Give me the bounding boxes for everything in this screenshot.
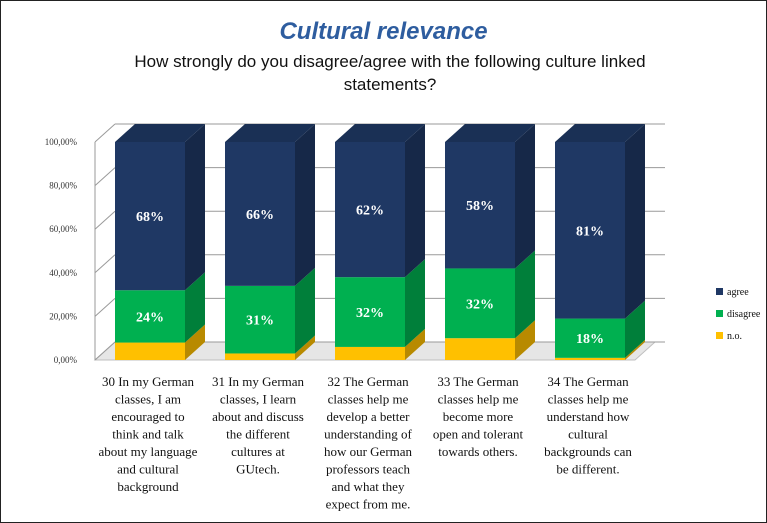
- bar-side: [185, 324, 205, 360]
- gridline-depth: [94, 298, 116, 317]
- category-label: 32 The German: [327, 374, 409, 389]
- category-label: classes help me: [548, 392, 629, 407]
- category-label: classes help me: [328, 392, 409, 407]
- y-tick-label: 0,00%: [54, 355, 78, 365]
- bar-side: [185, 272, 205, 343]
- y-tick-label: 80,00%: [49, 181, 77, 191]
- category-label: about my language: [99, 444, 198, 459]
- bar-segment: [335, 346, 405, 360]
- category-label: classes help me: [438, 392, 519, 407]
- category-label: become more: [443, 409, 514, 424]
- category-label: and cultural: [117, 462, 179, 477]
- data-label: 32%: [356, 306, 384, 321]
- y-tick-label: 20,00%: [49, 311, 77, 321]
- bar-segment: [335, 277, 405, 347]
- category-label: classes, I learn: [220, 392, 297, 407]
- bar-top: [335, 124, 425, 142]
- gridline-depth: [94, 167, 116, 186]
- category-label: expect from me.: [326, 497, 411, 512]
- data-label: 31%: [246, 314, 274, 329]
- category-label: and what they: [332, 479, 405, 494]
- category-label: 33 The German: [437, 374, 519, 389]
- data-label: 81%: [576, 224, 604, 239]
- legend-label: agree: [727, 287, 749, 298]
- bar-side: [405, 124, 425, 278]
- data-label: 32%: [466, 297, 494, 312]
- category-label: 30 In my German: [102, 374, 195, 389]
- data-label: 24%: [136, 310, 164, 325]
- bar-segment: [225, 285, 295, 354]
- gridline-depth: [94, 341, 116, 361]
- category-label: 34 The German: [547, 374, 629, 389]
- bar-segment: [555, 357, 625, 360]
- chart-subtitle: How strongly do you disagree/agree with …: [134, 52, 646, 94]
- category-label: backgrounds can: [544, 444, 632, 459]
- bar-segment: [445, 268, 515, 339]
- legend-label: disagree: [727, 309, 761, 320]
- data-label: 66%: [246, 208, 274, 223]
- data-label: 58%: [466, 199, 494, 214]
- bar-segment: [115, 342, 185, 360]
- bar-side: [515, 250, 535, 339]
- y-tick-label: 60,00%: [49, 224, 77, 234]
- bar-side: [405, 259, 425, 347]
- category-label: GUtech.: [236, 462, 280, 477]
- bar-side: [625, 300, 645, 358]
- category-label: 31 In my German: [212, 374, 305, 389]
- category-label: develop a better: [326, 409, 410, 424]
- bar-side: [295, 267, 315, 354]
- bar-top: [225, 124, 315, 142]
- bar-segment: [555, 142, 625, 319]
- category-label: how our German: [324, 444, 413, 459]
- category-label: think and talk: [112, 427, 184, 442]
- bar-side: [185, 124, 205, 291]
- category-label: classes, I am: [115, 392, 181, 407]
- category-label: open and tolerant: [433, 427, 524, 442]
- bar-side: [625, 339, 645, 360]
- bar-segment: [115, 142, 185, 291]
- category-label: the different: [226, 427, 290, 442]
- bar-side: [405, 328, 425, 360]
- category-label: cultural: [568, 427, 608, 442]
- legend-swatch: [716, 310, 723, 317]
- bar-segment: [445, 142, 515, 269]
- category-label: cultures at: [231, 444, 285, 459]
- category-label: background: [117, 479, 179, 494]
- bar-segment: [225, 353, 295, 360]
- y-tick-label: 100,00%: [45, 137, 78, 147]
- category-label: professors teach: [326, 462, 411, 477]
- category-label: be different.: [556, 462, 619, 477]
- bar-segment: [555, 318, 625, 358]
- legend-swatch: [716, 332, 723, 339]
- bar-segment: [115, 290, 185, 343]
- legend-label: n.o.: [727, 331, 742, 342]
- gridline-depth: [94, 210, 116, 230]
- bar-side: [295, 335, 315, 360]
- bar-side: [625, 124, 645, 319]
- data-label: 18%: [576, 332, 604, 347]
- bar-top: [445, 124, 535, 142]
- data-label: 68%: [136, 210, 164, 225]
- gridline-depth: [94, 254, 116, 274]
- category-label: understand how: [547, 409, 630, 424]
- bar-side: [515, 124, 535, 269]
- y-tick-label: 40,00%: [49, 268, 77, 278]
- chart-title: Cultural relevance: [279, 18, 488, 45]
- bar-side: [515, 320, 535, 360]
- category-label: towards others.: [438, 444, 517, 459]
- legend-swatch: [716, 288, 723, 295]
- bar-top: [555, 124, 645, 142]
- bar-segment: [445, 338, 515, 360]
- gridline-depth: [94, 123, 116, 143]
- bar-segment: [335, 142, 405, 278]
- category-label: understanding of: [324, 427, 412, 442]
- category-label: encouraged to: [111, 409, 184, 424]
- bar-side: [295, 124, 315, 286]
- bar-top: [115, 124, 205, 142]
- data-label: 62%: [356, 204, 384, 219]
- bar-segment: [225, 142, 295, 286]
- category-label: about and discuss: [212, 409, 304, 424]
